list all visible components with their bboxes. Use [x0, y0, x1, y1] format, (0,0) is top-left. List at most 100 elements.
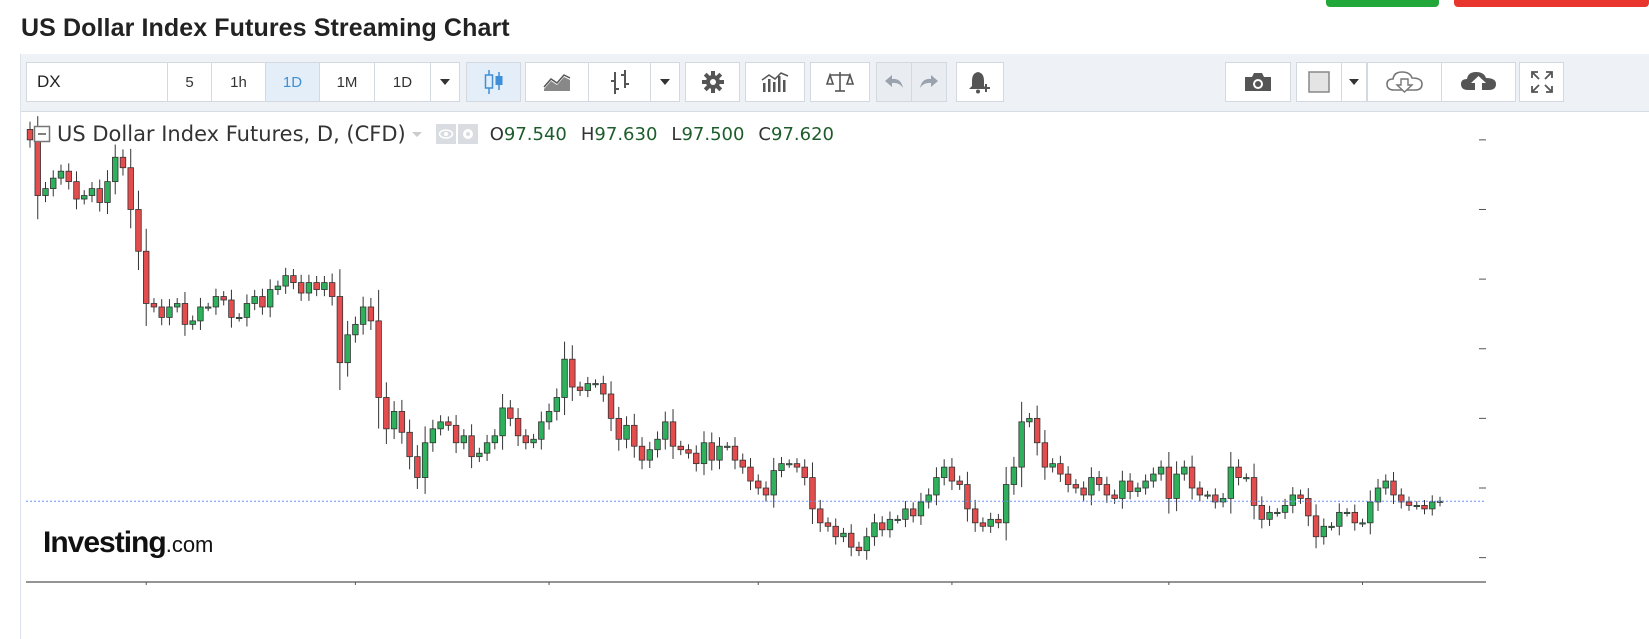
candle-body: [1033, 417, 1041, 444]
candle-body: [383, 397, 390, 430]
legend-chevron-down-icon[interactable]: [410, 129, 424, 139]
candle-body: [886, 518, 894, 531]
cloud-download-icon[interactable]: [1367, 62, 1442, 102]
interval-5[interactable]: 5: [167, 62, 212, 102]
candle-body: [344, 334, 351, 364]
candle-body: [1390, 480, 1397, 496]
candle-body: [1111, 494, 1118, 499]
candle-body: [971, 508, 979, 524]
candle-body: [848, 532, 855, 548]
candle-body: [483, 442, 491, 454]
candle-body: [1157, 466, 1165, 475]
redo-icon[interactable]: [911, 62, 947, 102]
candle-body: [778, 463, 785, 471]
candle-body: [390, 411, 398, 430]
candle-body: [1336, 511, 1343, 527]
candle-body: [693, 452, 700, 465]
candle-body: [1173, 473, 1180, 499]
candle-body: [507, 407, 514, 419]
candle-body: [297, 282, 305, 294]
fullscreen-icon[interactable]: [1519, 62, 1564, 102]
candle-body: [545, 411, 553, 423]
interval-1h[interactable]: 1h: [211, 62, 266, 102]
alert-bell-icon[interactable]: [956, 62, 1004, 102]
candle-body: [452, 424, 460, 444]
candle-body: [421, 442, 429, 478]
candle-body: [1305, 498, 1312, 517]
candle-body: [499, 407, 506, 437]
area-chart-icon[interactable]: [525, 62, 589, 102]
candle-body: [1266, 511, 1273, 520]
candle-body: [1026, 417, 1033, 423]
top-green-button[interactable]: [1326, 0, 1439, 7]
style-chevron-down-icon[interactable]: [650, 62, 680, 102]
interval-dropdown[interactable]: 1D: [374, 62, 431, 102]
legend-open: O97.540: [489, 123, 567, 145]
candle-body: [1297, 494, 1304, 499]
candlestick-icon[interactable]: [466, 62, 521, 102]
candle-body: [328, 282, 336, 297]
indicators-icon[interactable]: [745, 62, 805, 102]
undo-icon[interactable]: [876, 62, 912, 102]
candle-body: [282, 275, 289, 287]
eye-icon[interactable]: [435, 124, 456, 144]
candle-body: [336, 296, 344, 364]
candle-body: [724, 445, 731, 448]
candle-body: [909, 508, 917, 517]
candle-body: [1188, 466, 1196, 489]
collapse-square-icon[interactable]: [33, 125, 51, 143]
candle-body: [158, 306, 165, 318]
legend-title[interactable]: US Dollar Index Futures, D, (CFD): [57, 122, 406, 146]
candle-body: [716, 445, 723, 461]
candle-body: [987, 518, 994, 527]
candle-body: [584, 383, 591, 391]
candle-body: [1405, 501, 1413, 506]
legend-gear-icon[interactable]: [457, 124, 478, 144]
page-title: US Dollar Index Futures Streaming Chart: [21, 14, 510, 42]
compare-scale-icon[interactable]: [810, 62, 870, 102]
interval-chevron-down-icon[interactable]: [430, 62, 460, 102]
candle-body: [42, 188, 49, 196]
candle-body: [1119, 480, 1126, 499]
interval-1m[interactable]: 1M: [319, 62, 375, 102]
candle-body: [894, 518, 901, 521]
candle-body: [964, 484, 971, 510]
candle-body: [259, 296, 266, 308]
candle-body: [755, 480, 762, 489]
candle-body: [1343, 511, 1351, 514]
candle-body: [1328, 525, 1335, 528]
camera-icon[interactable]: [1225, 62, 1291, 102]
symbol-input[interactable]: DX: [26, 62, 168, 102]
candle-body: [631, 424, 638, 447]
candle-body: [638, 445, 646, 461]
candle-body: [902, 508, 909, 520]
color-square-icon[interactable]: [1296, 62, 1342, 102]
bar-style-icon[interactable]: [588, 62, 651, 102]
candle-body: [840, 532, 847, 538]
candle-body: [708, 442, 715, 461]
candle-body: [127, 167, 134, 210]
candle-body: [786, 463, 793, 466]
candle-body: [1204, 494, 1211, 497]
candle-body: [266, 289, 274, 308]
candle-body: [181, 303, 189, 325]
top-red-button[interactable]: [1454, 0, 1649, 7]
color-chevron-down-icon[interactable]: [1341, 62, 1367, 102]
candle-body: [476, 452, 483, 458]
candle-body: [406, 431, 413, 458]
cloud-upload-icon[interactable]: [1441, 62, 1516, 102]
candle-body: [1227, 466, 1235, 499]
legend-high: H97.630: [580, 123, 658, 145]
candlestick-chart[interactable]: 108.000106.000104.000102.000100.00098.00…: [26, 112, 1486, 585]
candle-body: [933, 477, 940, 496]
candle-body: [468, 435, 475, 458]
candle-body: [26, 129, 34, 141]
gear-icon[interactable]: [685, 62, 740, 102]
candle-body: [166, 306, 173, 318]
candle-body: [1041, 442, 1049, 468]
candle-body: [832, 525, 839, 538]
candle-body: [135, 209, 142, 252]
candle-body: [321, 282, 328, 290]
interval-1d[interactable]: 1D: [265, 62, 320, 102]
candle-body: [34, 139, 41, 196]
